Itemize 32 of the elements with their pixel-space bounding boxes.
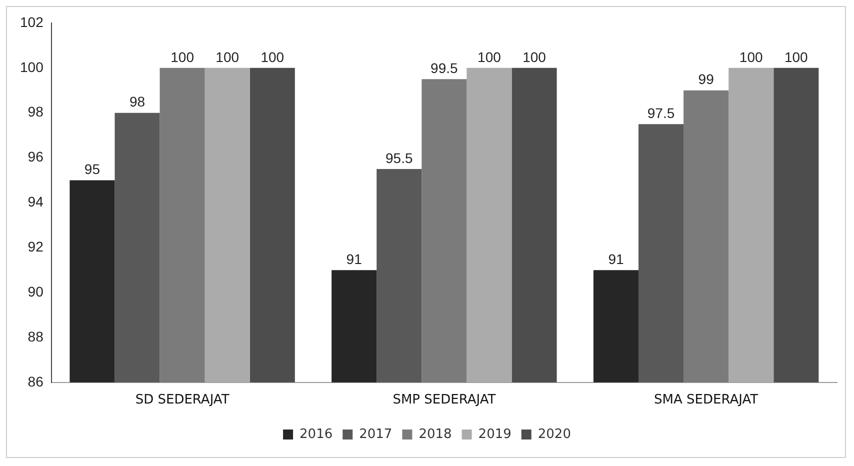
data-label: 97.5: [647, 104, 675, 121]
data-label: 100: [260, 48, 284, 65]
y-tick-label: 96: [28, 148, 44, 165]
data-label: 95: [84, 161, 100, 178]
data-label: 99: [698, 71, 714, 88]
legend-label: 2016: [300, 426, 333, 442]
legend-label: 2017: [359, 426, 392, 442]
y-tick-label: 88: [28, 328, 44, 344]
data-label: 100: [478, 48, 502, 65]
y-tick-label: 102: [20, 14, 44, 30]
legend-label: 2018: [418, 426, 452, 442]
data-label: 91: [346, 250, 362, 267]
data-label: 100: [170, 48, 194, 65]
data-label: 100: [216, 48, 240, 65]
y-tick-label: 98: [28, 104, 44, 120]
data-label: 100: [784, 48, 808, 65]
y-tick-label: 92: [28, 238, 44, 254]
x-tick-label: SMP SEDERAJAT: [392, 392, 496, 408]
legend-label: 2019: [478, 426, 512, 442]
y-tick-label: 100: [20, 58, 44, 75]
x-tick-label: SMA SEDERAJAT: [654, 392, 758, 408]
y-tick-label: 86: [28, 373, 44, 390]
legend-label: 2020: [538, 426, 571, 442]
data-label: 91: [608, 250, 624, 267]
y-tick-label: 94: [28, 194, 44, 210]
data-label: 100: [522, 48, 546, 65]
data-label: 95.5: [386, 150, 413, 166]
data-label: 98: [129, 94, 146, 110]
y-tick-label: 90: [28, 283, 44, 300]
x-tick-label: SD SEDERAJAT: [135, 392, 230, 408]
data-label: 100: [739, 48, 763, 65]
data-label: 99.5: [430, 60, 458, 76]
